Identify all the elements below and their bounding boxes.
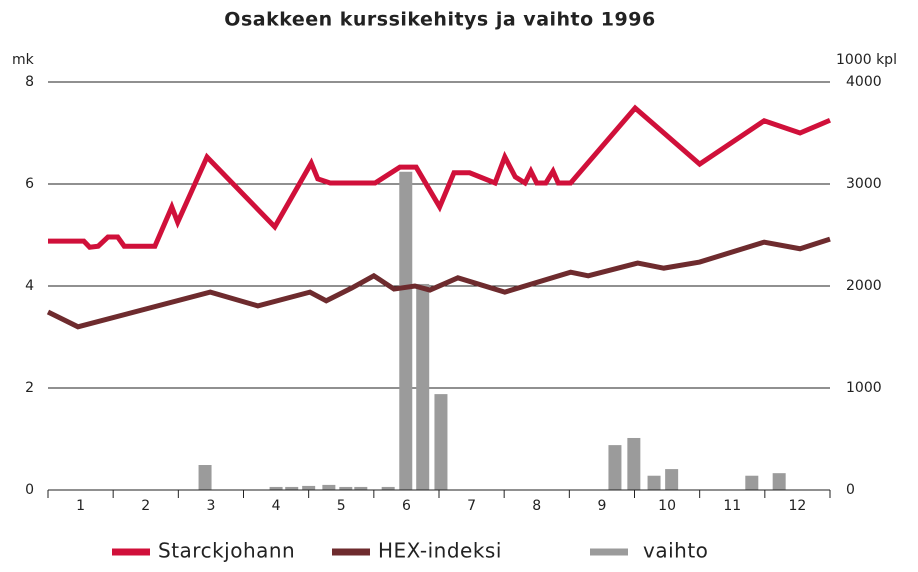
x-tick-label: 8	[532, 498, 541, 514]
x-tick-label: 12	[789, 498, 807, 514]
bar	[434, 394, 448, 490]
bar	[772, 473, 786, 490]
y2-tick-label: 1000	[846, 380, 882, 396]
chart-title: Osakkeen kurssikehitys ja vaihto 1996	[224, 9, 655, 31]
y2-tick-label: 2000	[846, 278, 882, 294]
x-tick-label: 6	[402, 498, 411, 514]
bar	[269, 486, 283, 490]
line	[48, 104, 831, 250]
bar	[381, 486, 395, 490]
bar	[399, 171, 413, 490]
x-tick-label: 3	[206, 498, 215, 514]
bar	[745, 475, 759, 490]
y-tick-label: 8	[25, 74, 34, 90]
bar	[285, 486, 299, 490]
bar	[608, 445, 622, 490]
legend-label: vaihto	[643, 539, 708, 563]
bar	[354, 486, 368, 490]
x-tick-label: 2	[141, 498, 150, 514]
x-tick-label: 9	[597, 498, 606, 514]
legend-label: Starckjohann	[158, 539, 295, 563]
bar	[339, 486, 353, 490]
y-tick-label: 4	[25, 278, 34, 294]
bar	[627, 437, 641, 490]
y-tick-label: 0	[25, 482, 34, 498]
x-tick-label: 10	[658, 498, 676, 514]
x-tick-label: 11	[723, 498, 741, 514]
y2-tick-label: 3000	[846, 176, 882, 192]
x-tick-label: 5	[337, 498, 346, 514]
bar	[302, 485, 316, 490]
bar	[322, 484, 336, 490]
y2-tick-label: 4000	[846, 74, 882, 90]
bar	[665, 469, 679, 490]
bar	[416, 283, 430, 490]
legend-label: HEX-indeksi	[378, 539, 502, 563]
x-tick-label: 1	[76, 498, 85, 514]
y-tick-label: 2	[25, 380, 34, 396]
bar	[647, 475, 661, 490]
y-axis-label: mk	[12, 52, 35, 68]
bar	[198, 465, 212, 490]
y2-tick-label: 0	[846, 482, 855, 498]
line	[46, 236, 831, 330]
x-tick-label: 7	[467, 498, 476, 514]
y2-axis-label: 1000 kpl	[836, 52, 897, 68]
x-tick-label: 4	[272, 498, 281, 514]
y-tick-label: 6	[25, 176, 34, 192]
